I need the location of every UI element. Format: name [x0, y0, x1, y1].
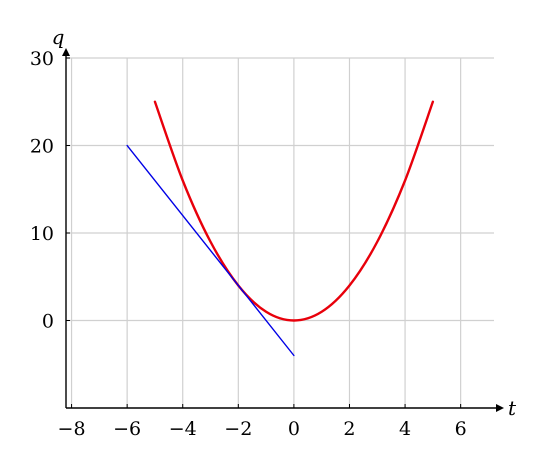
x-axis-arrow: [496, 404, 504, 412]
x-tick-label: 4: [399, 418, 411, 440]
x-tick-label: 0: [288, 418, 300, 440]
y-tick-label: 30: [30, 48, 54, 70]
series-line-parabola: [153, 100, 435, 322]
y-axis-label: q: [52, 25, 65, 49]
x-tick-label: 6: [455, 418, 467, 440]
x-tick-label: −8: [58, 418, 86, 440]
y-tick-label: 20: [30, 136, 54, 158]
x-tick-label: 2: [343, 418, 355, 440]
x-tick-label: −2: [224, 418, 252, 440]
y-tick-label: 10: [30, 223, 54, 245]
y-axis-arrow: [62, 48, 70, 56]
series-line-tangent: [126, 144, 295, 357]
x-tick-label: −6: [113, 418, 141, 440]
x-axis-label: t: [508, 396, 517, 420]
y-tick-label: 0: [42, 311, 54, 333]
x-tick-label: −4: [169, 418, 197, 440]
